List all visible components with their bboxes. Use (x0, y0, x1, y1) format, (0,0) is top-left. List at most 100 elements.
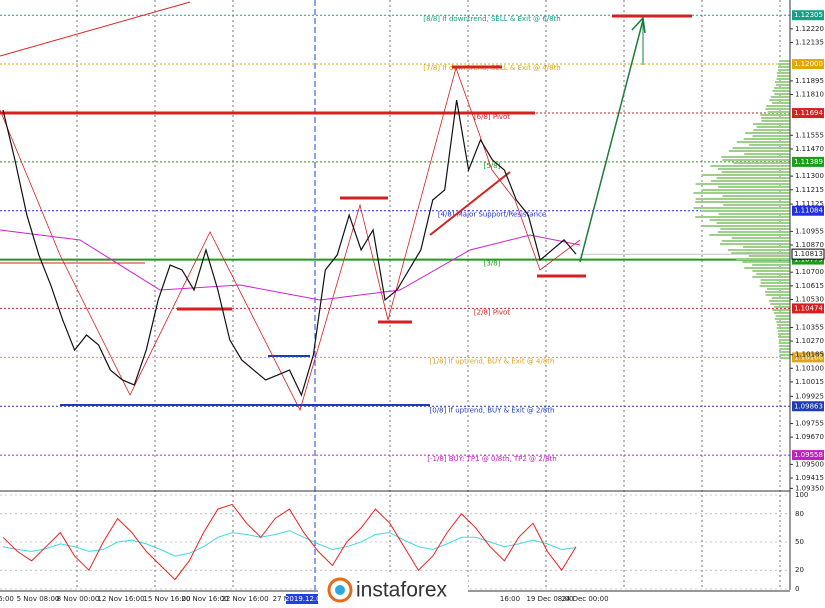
current-price-box (791, 248, 825, 260)
y-tick-label: 1.09350 (795, 484, 824, 492)
level-price-label: 1.10474 (794, 304, 823, 312)
profile-bar (778, 345, 790, 347)
profile-bar (765, 108, 790, 110)
profile-bar (721, 171, 790, 173)
profile-bar (765, 291, 790, 293)
watermark: instaforex (318, 572, 468, 608)
y-tick-label: 1.11810 (795, 90, 824, 98)
profile-bar (756, 273, 790, 275)
profile-bar (778, 339, 790, 341)
profile-bar (718, 186, 790, 188)
level-price-label: 1.09863 (794, 402, 823, 410)
osc-line (2, 503, 577, 581)
y-tick-label: 1.11470 (795, 145, 824, 153)
profile-bar (695, 183, 790, 185)
price-line (2, 99, 577, 397)
y-tick-label: 1.11125 (795, 200, 824, 208)
profile-bar (700, 210, 790, 212)
profile-bar (722, 159, 790, 161)
profile-bar (717, 231, 790, 233)
profile-bar (774, 306, 790, 308)
profile-bar (709, 234, 790, 236)
profile-bar (731, 252, 790, 254)
y-tick-label: 1.10530 (795, 295, 824, 303)
osc-tick-label: 0 (795, 585, 799, 593)
x-tick-label: 6:00 (0, 595, 14, 603)
profile-bar (722, 195, 790, 197)
profile-bar (767, 111, 790, 113)
profile-bar (693, 192, 790, 194)
profile-bar (710, 180, 790, 182)
level-price-box (792, 59, 824, 70)
level-label: [8/8] If downtrend, SELL & Exit @ 6/8th (423, 15, 560, 23)
y-tick-label: 1.10355 (795, 323, 824, 331)
y-tick-label: 1.11300 (795, 172, 824, 180)
y-tick-label: 1.11215 (795, 186, 824, 194)
profile-bar (779, 357, 790, 359)
profile-bar (701, 174, 790, 176)
y-tick-label: 1.12135 (795, 38, 824, 46)
profile-bar (748, 255, 790, 257)
profile-bar (776, 321, 790, 323)
logo-text: instaforex (356, 579, 448, 602)
y-tick-label: 1.10270 (795, 337, 824, 345)
profile-bar (769, 99, 790, 101)
y-tick-label: 1.12220 (795, 25, 824, 33)
level-price-label: 1.11084 (794, 207, 823, 215)
profile-bar (777, 69, 790, 71)
level-label: [3/8] (484, 260, 501, 268)
x-tick-label: 5 Nov 08:00 (17, 595, 60, 603)
x-tick-label: 16:00 (500, 595, 520, 603)
profile-bar (731, 237, 790, 239)
profile-bar (745, 132, 790, 134)
profile-bar (752, 270, 790, 272)
level-price-box (792, 401, 824, 412)
osc-tick-label: 100 (795, 491, 808, 499)
osc-tick-label: 80 (795, 510, 804, 518)
y-tick-label: 1.11895 (795, 77, 824, 85)
profile-bar (695, 216, 790, 218)
y-tick-label: 1.09500 (795, 460, 824, 468)
profile-bar (752, 276, 790, 278)
profile-bar (709, 219, 790, 221)
profile-bar (701, 189, 790, 191)
level-price-box (792, 352, 824, 363)
profile-bar (721, 156, 790, 158)
profile-bar (770, 303, 790, 305)
profile-bar (723, 204, 790, 206)
profile-bar (720, 228, 790, 230)
level-label: [-1/8] BUY: TP1 @ 0/8th, TP2 @ 2/8th (427, 455, 556, 463)
profile-bar (718, 213, 790, 215)
profile-bar (775, 84, 790, 86)
x-tick-label: 15 Nov 16:00 (143, 595, 190, 603)
profile-bar (776, 78, 790, 80)
profile-bar (767, 288, 790, 290)
profile-bar (695, 198, 790, 200)
profile-bar (695, 201, 790, 203)
profile-bar (700, 225, 790, 227)
x-tick-label: 20 Nov 16:00 (181, 595, 228, 603)
profile-bar (772, 309, 790, 311)
y-tick-label: 1.09925 (795, 392, 824, 400)
profile-bar (742, 246, 790, 248)
profile-bar (744, 153, 790, 155)
level-price-label: 1.10168 (794, 353, 823, 361)
price-panel: 1.12220 1.12135 1.11895 1.11810 1.11555 1.114… (2, 25, 824, 492)
profile-bar (743, 138, 790, 140)
level-label: [6/8] Pivot (474, 113, 510, 121)
level-price-box (792, 450, 824, 461)
y-tick-label: 1.10185 (795, 351, 824, 359)
profile-bar (765, 294, 790, 296)
profile-bar (749, 144, 790, 146)
level-price-box (792, 108, 824, 119)
volume-profile (693, 60, 790, 359)
profile-bar (753, 123, 790, 125)
profile-bar (721, 240, 790, 242)
y-tick-label: 1.10100 (795, 364, 824, 372)
current-price-label: 1.10813 (794, 250, 823, 258)
profile-bar (759, 285, 790, 287)
profile-bar (768, 300, 790, 302)
profile-bar (777, 336, 790, 338)
profile-bar (777, 330, 790, 332)
profile-bar (742, 261, 790, 263)
